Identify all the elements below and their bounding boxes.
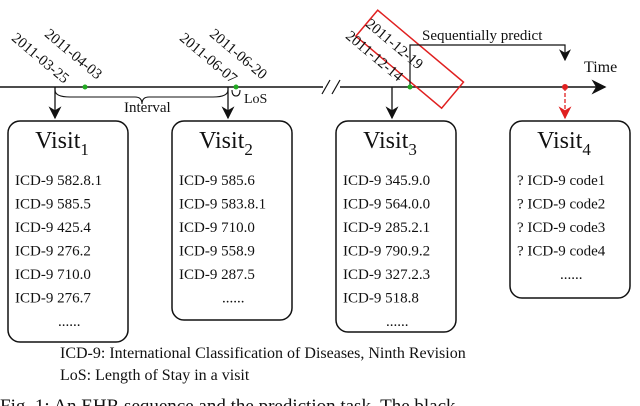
code-item: ICD-9 558.9: [179, 244, 255, 260]
visit-name: Visit: [35, 128, 81, 154]
break-mark: [321, 79, 341, 95]
code-item: ICD-9 287.5: [179, 267, 255, 283]
ellipsis: ......: [222, 291, 245, 307]
code-item: ? ICD-9 code2: [517, 197, 605, 213]
visit-title: Visit2: [199, 128, 253, 159]
visit-index: 4: [582, 140, 591, 159]
visit-index: 3: [408, 140, 417, 159]
code-item: ICD-9 276.2: [15, 244, 91, 260]
ellipsis: ......: [560, 267, 583, 283]
code-item: ICD-9 585.6: [179, 173, 255, 189]
discharge-dot: [82, 84, 88, 90]
code-item: ICD-9 564.0.0: [343, 197, 430, 213]
los-label: LoS: [244, 92, 267, 107]
caption: Fig. 1: An EHR sequence and the predicti…: [0, 396, 456, 406]
highlight-box: [354, 9, 465, 110]
code-item: ICD-9 345.9.0: [343, 173, 430, 189]
visit-box: [509, 120, 631, 299]
code-item: ? ICD-9 code4: [517, 244, 606, 260]
discharge-dot: [407, 84, 413, 90]
visit-name: Visit: [199, 128, 245, 154]
code-item: ICD-9 276.7: [15, 291, 91, 307]
predict-bracket: [409, 44, 571, 85]
visit-title: Visit3: [363, 128, 417, 159]
visit-index: 1: [80, 140, 89, 159]
ellipsis: ......: [58, 314, 81, 330]
visit-title: Visit4: [537, 128, 591, 159]
predict-label: Sequentially predict: [422, 28, 543, 44]
code-item: ICD-9 582.8.1: [15, 173, 102, 189]
time-label: Time: [584, 59, 617, 76]
code-item: ICD-9 327.2.3: [343, 267, 430, 283]
visit-index: 2: [244, 140, 253, 159]
code-item: ? ICD-9 code3: [517, 220, 605, 236]
ellipsis: ......: [386, 314, 409, 330]
legend-line: ICD-9: International Classification of D…: [60, 345, 466, 362]
code-item: ICD-9 790.9.2: [343, 244, 430, 260]
los-brace: [231, 89, 241, 97]
interval-label: Interval: [124, 100, 171, 116]
code-item: ICD-9 285.2.1: [343, 220, 430, 236]
code-item: ? ICD-9 code1: [517, 173, 605, 189]
code-item: ICD-9 710.0: [179, 220, 255, 236]
visit-box: [335, 120, 457, 333]
visit-title: Visit1: [35, 128, 89, 159]
code-item: ICD-9 425.4: [15, 220, 91, 236]
visit-name: Visit: [363, 128, 409, 154]
visit-box: [7, 120, 129, 343]
code-item: ICD-9 585.5: [15, 197, 91, 213]
code-item: ICD-9 518.8: [343, 291, 419, 307]
legend-line: LoS: Length of Stay in a visit: [60, 367, 250, 384]
visit-name: Visit: [537, 128, 583, 154]
interval-brace: [54, 89, 229, 105]
visit-box: [171, 120, 293, 321]
code-item: ICD-9 710.0: [15, 267, 91, 283]
discharge-dot: [233, 84, 239, 90]
code-item: ICD-9 583.8.1: [179, 197, 266, 213]
predict-dot: [562, 84, 568, 90]
